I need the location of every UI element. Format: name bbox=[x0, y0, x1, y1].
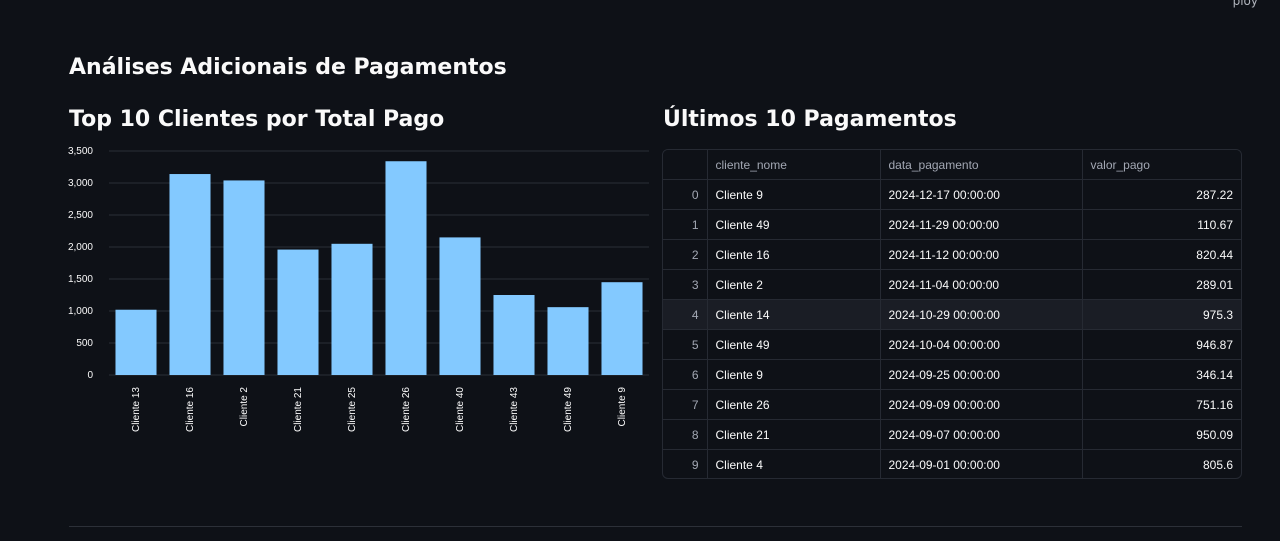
table-header-row: cliente_nome data_pagamento valor_pago bbox=[663, 150, 1241, 180]
column-header-data-pagamento[interactable]: data_pagamento bbox=[880, 150, 1082, 180]
x-tick-label: Cliente 49 bbox=[563, 387, 574, 432]
row-index-cell[interactable]: 2 bbox=[663, 240, 707, 270]
bar-chart[interactable]: 0 500 1,000 1,500 2,000 2,500 3,000 3,500 Client… bbox=[60, 143, 660, 443]
cliente-nome-cell[interactable]: Cliente 14 bbox=[707, 300, 880, 330]
chart-title: Top 10 Clientes por Total Pago bbox=[69, 107, 444, 132]
cliente-nome-cell[interactable]: Cliente 21 bbox=[707, 420, 880, 450]
table-row[interactable]: 6 Cliente 9 2024-09-25 00:00:00 346.14 bbox=[663, 360, 1241, 390]
table-title: Últimos 10 Pagamentos bbox=[663, 107, 957, 132]
valor-pago-cell[interactable]: 950.09 bbox=[1082, 420, 1241, 450]
table-row[interactable]: 1 Cliente 49 2024-11-29 00:00:00 110.67 bbox=[663, 210, 1241, 240]
x-tick-label: Cliente 13 bbox=[131, 387, 142, 432]
column-header-index[interactable] bbox=[663, 150, 707, 180]
row-index-cell[interactable]: 9 bbox=[663, 450, 707, 480]
data-pagamento-cell[interactable]: 2024-09-01 00:00:00 bbox=[880, 450, 1082, 480]
table-row[interactable]: 4 Cliente 14 2024-10-29 00:00:00 975.3 bbox=[663, 300, 1241, 330]
y-tick-label: 2,500 bbox=[68, 210, 93, 221]
valor-pago-cell[interactable]: 805.6 bbox=[1082, 450, 1241, 480]
data-pagamento-cell[interactable]: 2024-12-17 00:00:00 bbox=[880, 180, 1082, 210]
page-title: Análises Adicionais de Pagamentos bbox=[69, 55, 507, 80]
payments-table[interactable]: cliente_nome data_pagamento valor_pago 0… bbox=[662, 149, 1242, 479]
row-index-cell[interactable]: 7 bbox=[663, 390, 707, 420]
valor-pago-cell[interactable]: 975.3 bbox=[1082, 300, 1241, 330]
y-tick-label: 0 bbox=[87, 370, 93, 381]
row-index-cell[interactable]: 4 bbox=[663, 300, 707, 330]
bar[interactable] bbox=[385, 161, 426, 375]
cliente-nome-cell[interactable]: Cliente 26 bbox=[707, 390, 880, 420]
divider bbox=[69, 526, 1242, 527]
x-tick-label: Cliente 9 bbox=[617, 387, 628, 427]
y-tick-label: 3,000 bbox=[68, 178, 93, 189]
table-row[interactable]: 9 Cliente 4 2024-09-01 00:00:00 805.6 bbox=[663, 450, 1241, 480]
x-tick-label: Cliente 25 bbox=[347, 387, 358, 432]
table-row[interactable]: 8 Cliente 21 2024-09-07 00:00:00 950.09 bbox=[663, 420, 1241, 450]
row-index-cell[interactable]: 1 bbox=[663, 210, 707, 240]
payments-dataframe[interactable]: cliente_nome data_pagamento valor_pago 0… bbox=[663, 150, 1241, 479]
y-tick-label: 3,500 bbox=[68, 146, 93, 157]
bar[interactable] bbox=[169, 174, 210, 375]
x-tick-label: Cliente 21 bbox=[293, 387, 304, 432]
valor-pago-cell[interactable]: 289.01 bbox=[1082, 270, 1241, 300]
data-pagamento-cell[interactable]: 2024-09-09 00:00:00 bbox=[880, 390, 1082, 420]
row-index-cell[interactable]: 0 bbox=[663, 180, 707, 210]
cliente-nome-cell[interactable]: Cliente 9 bbox=[707, 180, 880, 210]
row-index-cell[interactable]: 8 bbox=[663, 420, 707, 450]
data-pagamento-cell[interactable]: 2024-11-04 00:00:00 bbox=[880, 270, 1082, 300]
column-header-valor-pago[interactable]: valor_pago bbox=[1082, 150, 1241, 180]
data-pagamento-cell[interactable]: 2024-11-29 00:00:00 bbox=[880, 210, 1082, 240]
bar[interactable] bbox=[439, 237, 480, 375]
cliente-nome-cell[interactable]: Cliente 9 bbox=[707, 360, 880, 390]
valor-pago-cell[interactable]: 287.22 bbox=[1082, 180, 1241, 210]
y-tick-label: 500 bbox=[76, 338, 93, 349]
bar[interactable] bbox=[223, 180, 264, 375]
table-row[interactable]: 0 Cliente 9 2024-12-17 00:00:00 287.22 bbox=[663, 180, 1241, 210]
valor-pago-cell[interactable]: 751.16 bbox=[1082, 390, 1241, 420]
bar[interactable] bbox=[493, 295, 534, 375]
column-header-cliente-nome[interactable]: cliente_nome bbox=[707, 150, 880, 180]
row-index-cell[interactable]: 5 bbox=[663, 330, 707, 360]
x-tick-label: Cliente 2 bbox=[239, 387, 250, 427]
table-row[interactable]: 7 Cliente 26 2024-09-09 00:00:00 751.16 bbox=[663, 390, 1241, 420]
y-tick-label: 2,000 bbox=[68, 242, 93, 253]
x-tick-label: Cliente 16 bbox=[185, 387, 196, 432]
data-pagamento-cell[interactable]: 2024-10-29 00:00:00 bbox=[880, 300, 1082, 330]
bar-chart-svg[interactable]: 0 500 1,000 1,500 2,000 2,500 3,000 3,500 Client… bbox=[60, 143, 660, 443]
y-tick-label: 1,500 bbox=[68, 274, 93, 285]
bar[interactable] bbox=[547, 307, 588, 375]
bar[interactable] bbox=[331, 244, 372, 375]
cliente-nome-cell[interactable]: Cliente 4 bbox=[707, 450, 880, 480]
x-tick-label: Cliente 26 bbox=[401, 387, 412, 432]
valor-pago-cell[interactable]: 946.87 bbox=[1082, 330, 1241, 360]
cliente-nome-cell[interactable]: Cliente 49 bbox=[707, 330, 880, 360]
valor-pago-cell[interactable]: 346.14 bbox=[1082, 360, 1241, 390]
header-corner-text: ploy bbox=[1233, 0, 1258, 8]
cliente-nome-cell[interactable]: Cliente 2 bbox=[707, 270, 880, 300]
row-index-cell[interactable]: 3 bbox=[663, 270, 707, 300]
x-tick-label: Cliente 40 bbox=[455, 387, 466, 432]
cliente-nome-cell[interactable]: Cliente 49 bbox=[707, 210, 880, 240]
data-pagamento-cell[interactable]: 2024-09-25 00:00:00 bbox=[880, 360, 1082, 390]
row-index-cell[interactable]: 6 bbox=[663, 360, 707, 390]
bar[interactable] bbox=[277, 250, 318, 375]
table-row[interactable]: 3 Cliente 2 2024-11-04 00:00:00 289.01 bbox=[663, 270, 1241, 300]
data-pagamento-cell[interactable]: 2024-10-04 00:00:00 bbox=[880, 330, 1082, 360]
valor-pago-cell[interactable]: 820.44 bbox=[1082, 240, 1241, 270]
data-pagamento-cell[interactable]: 2024-11-12 00:00:00 bbox=[880, 240, 1082, 270]
cliente-nome-cell[interactable]: Cliente 16 bbox=[707, 240, 880, 270]
table-row[interactable]: 2 Cliente 16 2024-11-12 00:00:00 820.44 bbox=[663, 240, 1241, 270]
x-tick-label: Cliente 43 bbox=[509, 387, 520, 432]
bar[interactable] bbox=[115, 310, 156, 375]
bar[interactable] bbox=[601, 282, 642, 375]
valor-pago-cell[interactable]: 110.67 bbox=[1082, 210, 1241, 240]
data-pagamento-cell[interactable]: 2024-09-07 00:00:00 bbox=[880, 420, 1082, 450]
table-row[interactable]: 5 Cliente 49 2024-10-04 00:00:00 946.87 bbox=[663, 330, 1241, 360]
y-tick-label: 1,000 bbox=[68, 306, 93, 317]
